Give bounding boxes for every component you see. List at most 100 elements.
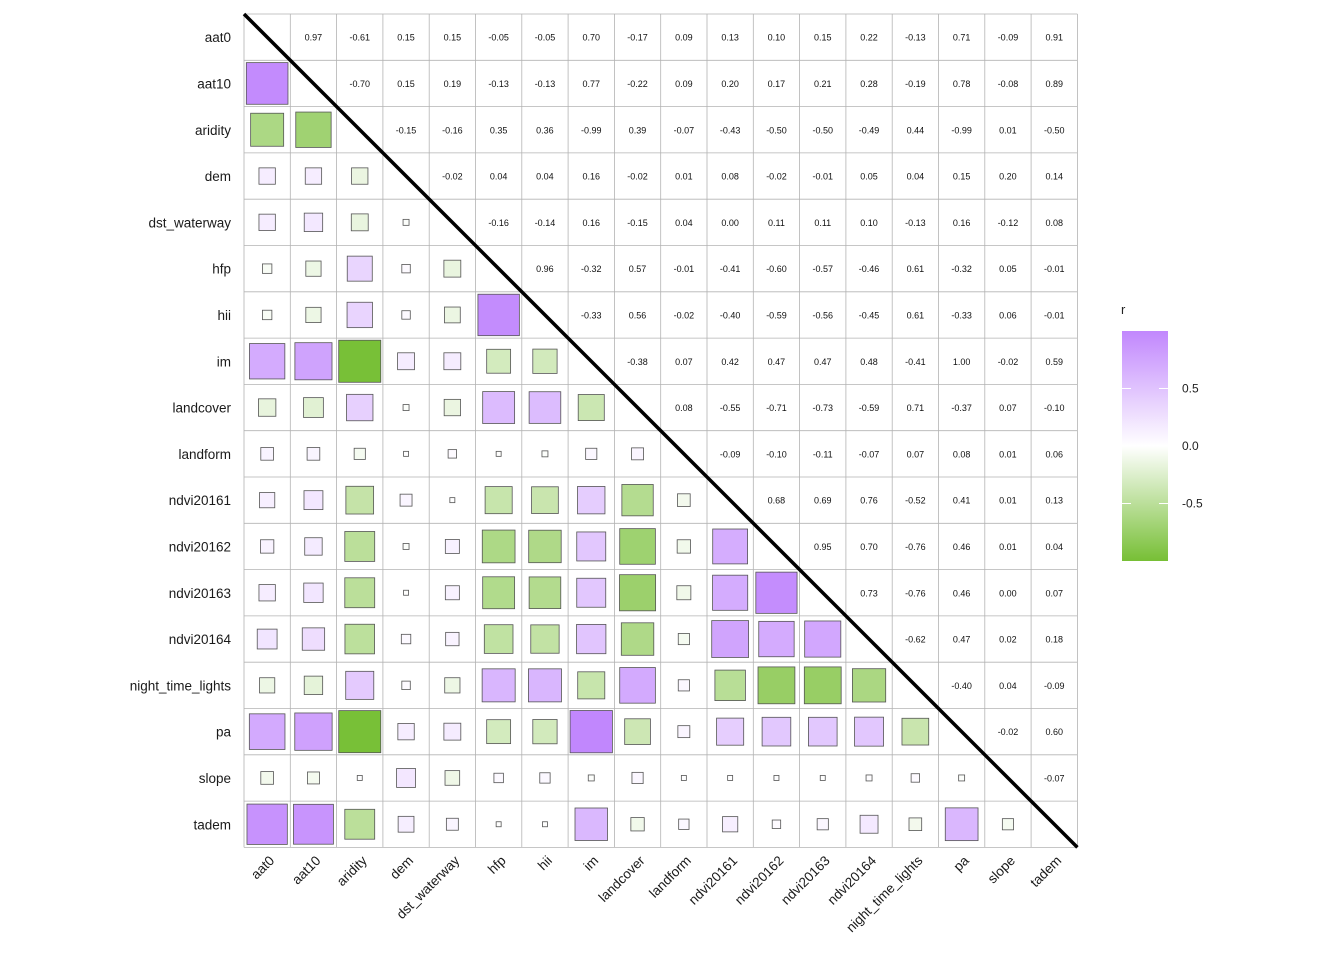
corr-square-pa-landform bbox=[677, 725, 691, 739]
corr-square-aat10-aat0 bbox=[245, 62, 289, 105]
corr-square-landform-aridity bbox=[353, 447, 366, 460]
corr-square-landcover-dem bbox=[402, 404, 410, 411]
corr-square-im-aridity bbox=[338, 339, 382, 383]
corr-value-hfp-ndvi20161: -0.41 bbox=[720, 264, 741, 274]
corr-value-aat0-im: 0.70 bbox=[582, 33, 600, 43]
corr-square-ndvi20162-landform bbox=[676, 539, 691, 554]
corr-value-dem-slope: 0.20 bbox=[999, 172, 1017, 182]
corr-value-aat0-aat10: 0.97 bbox=[305, 33, 323, 43]
row-label-aat0: aat0 bbox=[205, 30, 231, 45]
corr-value-aat10-hii: -0.13 bbox=[535, 79, 556, 89]
corr-square-ndvi20162-landcover bbox=[619, 528, 656, 565]
corr-square-hii-hfp bbox=[477, 293, 520, 337]
corr-value-aridity-hii: 0.36 bbox=[536, 125, 554, 135]
col-label-ndvi20161: ndvi20161 bbox=[686, 853, 741, 908]
corr-value-im-ndvi20161: 0.42 bbox=[721, 357, 739, 367]
corr-square-night_time_lights-ndvi20164 bbox=[851, 668, 887, 703]
row-label-slope: slope bbox=[199, 771, 231, 786]
corr-value-aat10-ndvi20161: 0.20 bbox=[721, 79, 739, 89]
legend-tick-label: 0.0 bbox=[1182, 439, 1199, 453]
corr-square-pa-night_time_lights bbox=[901, 717, 930, 746]
corr-square-hii-dem bbox=[401, 310, 411, 320]
corr-value-aat10-tadem: 0.89 bbox=[1045, 79, 1063, 89]
corr-square-landcover-hii bbox=[528, 391, 562, 424]
corr-value-hii-im: -0.33 bbox=[581, 310, 602, 320]
corr-value-aat0-landcover: -0.17 bbox=[627, 33, 648, 43]
corr-value-dst_waterway-tadem: 0.08 bbox=[1045, 218, 1063, 228]
corr-square-dst_waterway-dem bbox=[402, 218, 410, 226]
corr-value-dst_waterway-pa: 0.16 bbox=[953, 218, 971, 228]
grid bbox=[243, 13, 1078, 848]
corr-value-im-ndvi20163: 0.47 bbox=[814, 357, 832, 367]
corr-value-hii-landcover: 0.56 bbox=[629, 310, 647, 320]
corr-square-im-dem bbox=[397, 352, 415, 371]
corr-value-ndvi20161-slope: 0.01 bbox=[999, 496, 1017, 506]
corr-square-ndvi20164-landform bbox=[677, 633, 690, 646]
corr-square-night_time_lights-ndvi20161 bbox=[714, 669, 746, 702]
corr-value-aat0-dem: 0.15 bbox=[397, 33, 415, 43]
corr-square-landform-landcover bbox=[631, 447, 644, 461]
corr-value-dem-hfp: 0.04 bbox=[490, 172, 508, 182]
corr-value-ndvi20164-night_time_lights: -0.62 bbox=[905, 635, 926, 645]
corr-value-dst_waterway-landform: 0.04 bbox=[675, 218, 693, 228]
corr-value-ndvi20161-tadem: 0.13 bbox=[1045, 496, 1063, 506]
corr-square-pa-aat0 bbox=[248, 713, 286, 750]
corr-square-landform-im bbox=[585, 447, 598, 460]
corr-square-ndvi20164-hii bbox=[530, 624, 560, 654]
corr-value-ndvi20164-tadem: 0.18 bbox=[1045, 635, 1063, 645]
corr-value-aridity-pa: -0.99 bbox=[951, 125, 972, 135]
corr-value-ndvi20163-ndvi20164: 0.73 bbox=[860, 588, 878, 598]
corr-square-dem-aridity bbox=[351, 167, 369, 185]
corr-value-ndvi20164-pa: 0.47 bbox=[953, 635, 971, 645]
corr-square-ndvi20161-im bbox=[577, 486, 606, 515]
corr-value-dem-pa: 0.15 bbox=[953, 172, 971, 182]
corr-value-ndvi20162-slope: 0.01 bbox=[999, 542, 1017, 552]
corr-value-dst_waterway-ndvi20162: 0.11 bbox=[768, 218, 785, 228]
corr-square-ndvi20164-ndvi20163 bbox=[804, 620, 842, 658]
corr-value-landform-ndvi20161: -0.09 bbox=[720, 449, 741, 459]
corr-square-ndvi20164-landcover bbox=[620, 622, 655, 656]
corr-value-hfp-ndvi20163: -0.57 bbox=[812, 264, 833, 274]
corr-value-aridity-slope: 0.01 bbox=[999, 125, 1017, 135]
corr-square-night_time_lights-aridity bbox=[345, 670, 375, 700]
corr-value-aridity-tadem: -0.50 bbox=[1044, 125, 1065, 135]
corr-value-aat10-im: 0.77 bbox=[582, 79, 600, 89]
corr-square-im-hfp bbox=[486, 348, 512, 374]
corr-value-hii-landform: -0.02 bbox=[674, 310, 695, 320]
corr-value-dst_waterway-hfp: -0.16 bbox=[488, 218, 509, 228]
corr-square-ndvi20163-landform bbox=[676, 585, 692, 601]
corr-square-ndvi20162-hii bbox=[528, 529, 562, 564]
row-label-ndvi20162: ndvi20162 bbox=[169, 539, 231, 554]
corr-square-dem-aat0 bbox=[258, 167, 276, 185]
row-label-hii: hii bbox=[217, 308, 231, 323]
row-label-landform: landform bbox=[178, 447, 231, 462]
row-label-ndvi20161: ndvi20161 bbox=[169, 493, 231, 508]
col-label-pa: pa bbox=[951, 853, 973, 875]
col-label-dem: dem bbox=[387, 853, 416, 882]
corr-square-pa-dem bbox=[397, 723, 415, 741]
corr-square-ndvi20161-aat10 bbox=[303, 490, 324, 511]
corr-value-dem-ndvi20161: 0.08 bbox=[721, 172, 739, 182]
corr-square-tadem-dem bbox=[397, 815, 415, 833]
legend-tick-label: 0.5 bbox=[1182, 382, 1199, 396]
corr-square-aridity-aat10 bbox=[295, 111, 332, 148]
corr-value-hfp-ndvi20164: -0.46 bbox=[859, 264, 880, 274]
row-label-hfp: hfp bbox=[212, 262, 231, 277]
corr-value-aridity-landform: -0.07 bbox=[674, 125, 695, 135]
row-label-ndvi20164: ndvi20164 bbox=[169, 632, 232, 647]
corr-square-im-aat10 bbox=[294, 342, 333, 381]
corr-value-ndvi20162-ndvi20164: 0.70 bbox=[860, 542, 878, 552]
corr-square-ndvi20164-dem bbox=[400, 633, 412, 645]
corr-square-tadem-pa bbox=[944, 807, 979, 842]
corr-square-ndvi20162-ndvi20161 bbox=[712, 528, 748, 565]
corr-square-dst_waterway-aat0 bbox=[258, 213, 276, 231]
corr-square-slope-night_time_lights bbox=[910, 773, 920, 783]
col-label-aat0: aat0 bbox=[248, 853, 277, 882]
corr-square-ndvi20162-hfp bbox=[481, 529, 516, 564]
corr-square-ndvi20164-ndvi20161 bbox=[711, 620, 749, 658]
col-label-hfp: hfp bbox=[485, 853, 509, 877]
corr-square-hii-aat10 bbox=[305, 306, 322, 323]
corr-square-night_time_lights-landcover bbox=[619, 667, 656, 704]
corr-value-dst_waterway-ndvi20161: 0.00 bbox=[721, 218, 739, 228]
corr-value-dem-im: 0.16 bbox=[582, 172, 600, 182]
